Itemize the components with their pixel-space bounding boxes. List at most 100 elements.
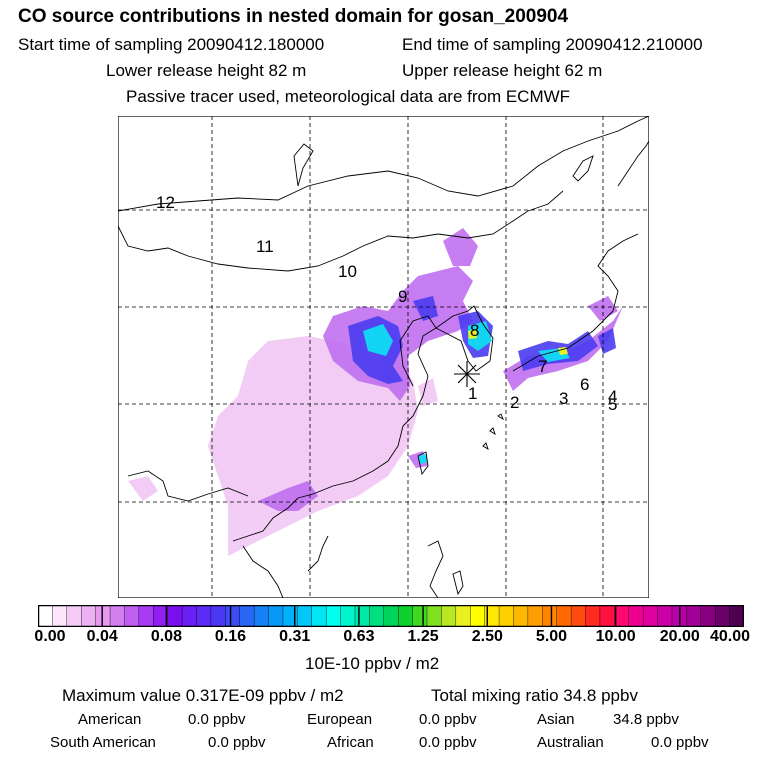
colorbar-frame: [38, 605, 744, 627]
source-contribution-map: 12 11 10 9 8 7 6 5 4 3 2 1: [118, 116, 649, 598]
colorbar-cell: [167, 605, 183, 627]
african-label: African: [327, 734, 374, 751]
colorbar-cell: [66, 605, 82, 627]
colorbar-cell: [239, 605, 255, 627]
receptor-star-icon: [454, 361, 480, 387]
colorbar-cell: [81, 605, 97, 627]
colorbar-cell: [369, 605, 385, 627]
map-gridlines: [118, 116, 649, 598]
region-label-4: 4: [608, 387, 617, 406]
colorbar-cell: [398, 605, 414, 627]
coastlines: [118, 116, 649, 598]
colorbar-cell: [441, 605, 457, 627]
australian-label: Australian: [537, 734, 604, 751]
region-label-1: 1: [468, 384, 477, 403]
colorbar-tick: 20.00: [659, 628, 700, 645]
colorbar-tick: 0.04: [86, 628, 118, 645]
colorbar-tick: 2.50: [471, 628, 503, 645]
colorbar: [38, 605, 744, 627]
colorbar-cell: [527, 605, 543, 627]
region-label-11: 11: [256, 237, 274, 256]
colorbar-cell: [412, 605, 428, 627]
colorbar-cell: [700, 605, 716, 627]
colorbar-cell: [325, 605, 342, 627]
south-american-label: South American: [50, 734, 156, 751]
tracer-note: Passive tracer used, meteorological data…: [126, 87, 571, 106]
colorbar-cell: [196, 605, 212, 627]
region-label-3: 3: [559, 389, 568, 408]
maximum-value: Maximum value 0.317E-09 ppbv / m2: [62, 686, 344, 705]
colorbar-tick: 0.16: [214, 628, 247, 645]
total-mixing-ratio: Total mixing ratio 34.8 ppbv: [431, 686, 638, 705]
region-label-9: 9: [398, 287, 407, 306]
colorbar-cell: [95, 605, 111, 627]
american-value: 0.0 ppbv: [188, 711, 246, 728]
colorbar-cell: [124, 605, 140, 627]
colorbar-tick: 1.25: [407, 628, 439, 645]
colorbar-cell: [383, 605, 399, 627]
colorbar-cell: [268, 605, 284, 627]
south-american-value: 0.0 ppbv: [208, 734, 266, 751]
colorbar-major-dividers: [101, 605, 681, 627]
asian-label: Asian: [537, 711, 575, 728]
region-labels: 12 11 10 9 8 7 6 5 4 3 2 1: [156, 193, 617, 414]
australian-value: 0.0 ppbv: [651, 734, 709, 751]
european-label: European: [307, 711, 373, 728]
colorbar-cell: [585, 605, 601, 627]
colorbar-tick: 5.00: [535, 628, 568, 645]
colorbar-tick: 0.00: [34, 628, 66, 645]
region-label-8: 8: [470, 321, 479, 340]
region-label-12: 12: [156, 193, 175, 212]
colorbar-cell: [498, 605, 515, 627]
european-value: 0.0 ppbv: [419, 711, 477, 728]
end-time: End time of sampling 20090412.210000: [402, 35, 703, 54]
american-label: American: [78, 711, 142, 728]
colorbar-cell: [714, 605, 731, 627]
start-time: Start time of sampling 20090412.180000: [18, 35, 325, 54]
colorbar-cell: [138, 605, 154, 627]
colorbar-cell: [599, 605, 615, 627]
colorbar-cell: [642, 605, 659, 627]
colorbar-cells: [38, 605, 744, 627]
region-label-5: 5: [608, 395, 617, 414]
colorbar-cell: [109, 605, 126, 627]
colorbar-cell: [542, 605, 558, 627]
colorbar-cell: [628, 605, 644, 627]
upper-release-height: Upper release height 62 m: [402, 61, 603, 80]
colorbar-cell: [52, 605, 68, 627]
region-label-7: 7: [538, 357, 547, 376]
concentration-field: [128, 228, 623, 556]
colorbar-cell: [513, 605, 529, 627]
colorbar-cell: [282, 605, 298, 627]
region-label-10: 10: [338, 262, 357, 281]
colorbar-tick: 0.08: [150, 628, 182, 645]
colorbar-cell: [614, 605, 630, 627]
colorbar-cell: [181, 605, 198, 627]
colorbar-cell: [340, 605, 356, 627]
colorbar-cell: [297, 605, 313, 627]
colorbar-cell: [657, 605, 673, 627]
chart-title: CO source contributions in nested domain…: [18, 6, 569, 27]
region-label-6: 6: [580, 375, 589, 394]
colorbar-cell: [210, 605, 226, 627]
asian-value: 34.8 ppbv: [613, 711, 679, 728]
colorbar-tick: 0.31: [279, 628, 311, 645]
lower-release-height: Lower release height 82 m: [106, 61, 307, 80]
colorbar-tick: 40.00: [709, 628, 751, 645]
colorbar-cell: [253, 605, 270, 627]
colorbar-unit: 10E-10 ppbv / m2: [305, 654, 440, 673]
colorbar-cell: [225, 605, 241, 627]
region-label-2: 2: [510, 393, 519, 412]
colorbar-cell: [686, 605, 702, 627]
colorbar-cell: [556, 605, 572, 627]
colorbar-cell: [570, 605, 587, 627]
colorbar-cell: [311, 605, 327, 627]
colorbar-cell: [729, 605, 744, 627]
colorbar-cell: [455, 605, 471, 627]
african-value: 0.0 ppbv: [419, 734, 477, 751]
colorbar-cell: [38, 605, 54, 627]
colorbar-cell: [470, 605, 486, 627]
colorbar-tick: 10.00: [595, 628, 636, 645]
colorbar-cell: [354, 605, 370, 627]
colorbar-tick: 0.63: [343, 628, 375, 645]
